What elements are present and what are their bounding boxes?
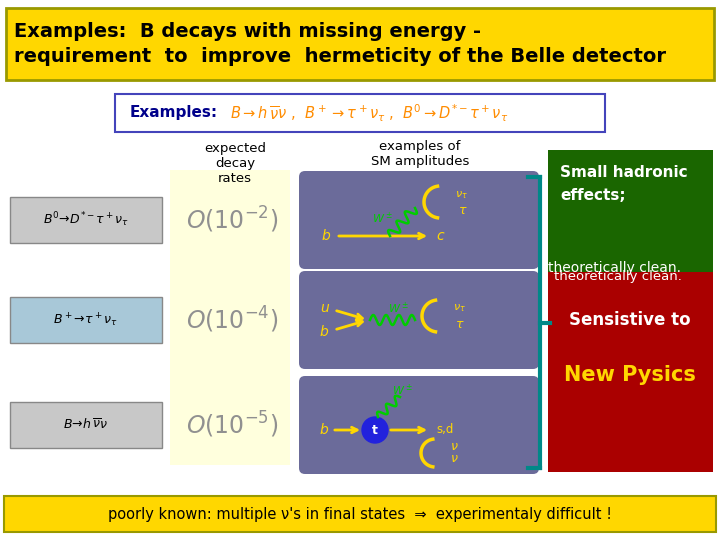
Circle shape bbox=[362, 417, 388, 443]
Text: $B \!\to\! h\,\overline{\nu}\nu$: $B \!\to\! h\,\overline{\nu}\nu$ bbox=[63, 418, 109, 432]
Text: $W^\pm$: $W^\pm$ bbox=[372, 211, 393, 226]
Text: Sensistive to: Sensistive to bbox=[570, 311, 690, 329]
FancyBboxPatch shape bbox=[299, 376, 539, 474]
Text: $\nu_\tau$: $\nu_\tau$ bbox=[455, 189, 468, 201]
Text: $\nu_\tau$: $\nu_\tau$ bbox=[453, 302, 466, 314]
Text: $W^\pm$: $W^\pm$ bbox=[392, 382, 413, 397]
Text: New Pysics: New Pysics bbox=[564, 365, 696, 385]
Text: $B^0 \!\to\! D^{*-}\tau^+\nu_\tau$: $B^0 \!\to\! D^{*-}\tau^+\nu_\tau$ bbox=[43, 211, 129, 229]
Text: Examples:  B decays with missing energy -
requirement  to  improve  hermeticity : Examples: B decays with missing energy -… bbox=[14, 22, 666, 66]
Text: b: b bbox=[320, 423, 329, 437]
FancyBboxPatch shape bbox=[6, 8, 714, 80]
Text: c: c bbox=[436, 229, 444, 243]
Text: $\tau$: $\tau$ bbox=[458, 204, 467, 217]
FancyBboxPatch shape bbox=[10, 297, 162, 343]
FancyBboxPatch shape bbox=[115, 94, 605, 132]
Text: $B \to h\,\overline{\nu}\nu$ ,  $B^+ \to \tau^+\nu_\tau$ ,  $B^0 \to D^{*-}\tau^: $B \to h\,\overline{\nu}\nu$ , $B^+ \to … bbox=[230, 102, 508, 124]
Text: $W^\pm$: $W^\pm$ bbox=[388, 300, 409, 316]
Text: theoretically clean.: theoretically clean. bbox=[554, 270, 682, 283]
FancyBboxPatch shape bbox=[170, 170, 290, 465]
Text: b: b bbox=[320, 325, 329, 339]
Text: theoretically clean.: theoretically clean. bbox=[548, 261, 681, 275]
FancyBboxPatch shape bbox=[10, 402, 162, 448]
Text: $\tau$: $\tau$ bbox=[455, 318, 464, 330]
FancyBboxPatch shape bbox=[4, 496, 716, 532]
Text: effects;: effects; bbox=[560, 188, 626, 203]
Text: $\mathit{O}(10^{-2})$: $\mathit{O}(10^{-2})$ bbox=[186, 205, 278, 235]
Text: t: t bbox=[372, 423, 378, 436]
FancyBboxPatch shape bbox=[299, 171, 539, 269]
Text: Small hadronic: Small hadronic bbox=[560, 165, 688, 180]
Text: b: b bbox=[322, 229, 330, 243]
Text: s,d: s,d bbox=[436, 423, 454, 436]
Text: Examples:: Examples: bbox=[130, 105, 218, 120]
FancyBboxPatch shape bbox=[548, 272, 713, 472]
Text: $B^+ \!\to\! \tau^+\nu_\tau$: $B^+ \!\to\! \tau^+\nu_\tau$ bbox=[53, 311, 119, 329]
Text: $\nu$: $\nu$ bbox=[450, 453, 459, 465]
FancyBboxPatch shape bbox=[299, 271, 539, 369]
Text: $\nu$: $\nu$ bbox=[450, 441, 459, 454]
Text: $\mathit{O}(10^{-4})$: $\mathit{O}(10^{-4})$ bbox=[186, 305, 278, 335]
Text: examples of
SM amplitudes: examples of SM amplitudes bbox=[371, 140, 469, 168]
Text: $\mathit{O}(10^{-5})$: $\mathit{O}(10^{-5})$ bbox=[186, 410, 278, 440]
Text: poorly known: multiple ν's in final states  ⇒  experimentaly difficult !: poorly known: multiple ν's in final stat… bbox=[108, 507, 612, 522]
FancyBboxPatch shape bbox=[548, 150, 713, 275]
Text: expected
decay
rates: expected decay rates bbox=[204, 142, 266, 185]
FancyBboxPatch shape bbox=[10, 197, 162, 243]
Text: u: u bbox=[320, 301, 329, 315]
